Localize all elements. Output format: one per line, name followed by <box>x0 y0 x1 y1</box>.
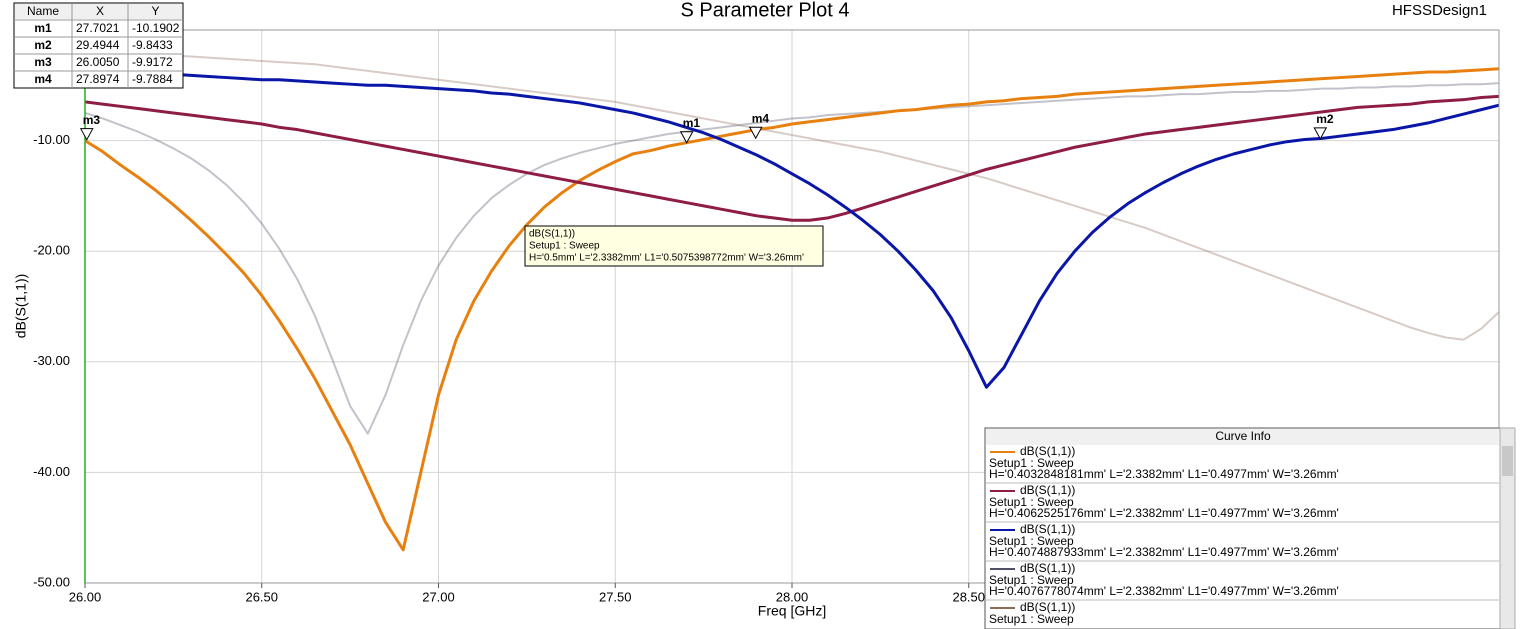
table-cell: 29.4944 <box>76 38 120 52</box>
table-header: Y <box>151 4 159 18</box>
table-cell: -9.7884 <box>132 72 173 86</box>
y-axis-label: dB(S(1,1)) <box>13 274 29 339</box>
series-line <box>85 82 1499 435</box>
legend-setup: Setup1 : Sweep <box>989 534 1074 548</box>
x-tick-label: 27.00 <box>422 589 455 604</box>
legend-params: H='0.4076778074mm' L='2.3382mm' L1='0.49… <box>989 584 1339 598</box>
x-axis-label: Freq [GHz] <box>758 603 826 619</box>
table-cell: -9.8433 <box>132 38 173 52</box>
legend-name: dB(S(1,1)) <box>1020 561 1075 575</box>
table-cell: m2 <box>34 38 52 52</box>
legend-setup: Setup1 : Sweep <box>989 612 1074 626</box>
tick-labels: 26.00 26.50 27.00 27.50 28.00 28.50 -10.00 -20.… <box>33 132 985 604</box>
design-name: HFSSDesign1 <box>1392 2 1487 19</box>
y-tick-label: -50.00 <box>33 574 70 589</box>
table-cell: -9.9172 <box>132 55 173 69</box>
legend-header <box>986 429 1499 445</box>
marker-label: m1 <box>683 116 701 130</box>
legend-params: H='0.4074887933mm' L='2.3382mm' L1='0.49… <box>989 545 1339 559</box>
marker-triangle <box>79 128 94 141</box>
y-tick-label: -10.00 <box>33 132 70 147</box>
scrollbar[interactable] <box>1499 427 1516 629</box>
marker-label: m2 <box>1316 112 1334 126</box>
tooltip-line: dB(S(1,1)) <box>529 229 575 240</box>
scroll-thumb[interactable] <box>1502 446 1513 476</box>
y-tick-label: -40.00 <box>33 464 70 479</box>
table-cell: -10.1902 <box>132 21 180 35</box>
curves <box>85 48 1499 552</box>
table-header: X <box>96 4 104 18</box>
marker-label: m3 <box>83 113 101 127</box>
tooltip-line: Setup1 : Sweep <box>529 241 600 252</box>
legend-box <box>984 427 1501 629</box>
legend-params: H='0.4062525176mm' L='2.3382mm' L1='0.49… <box>989 506 1339 520</box>
table-cell: 27.7021 <box>76 21 120 35</box>
marker-triangle <box>748 126 763 140</box>
tooltip-box <box>524 225 824 267</box>
series-line <box>85 67 1499 552</box>
y-tick-label: -30.00 <box>33 353 70 368</box>
x-tick-label: 27.50 <box>599 589 632 604</box>
series-line <box>85 48 1499 341</box>
table-header: Name <box>27 4 59 18</box>
markers: m1 m2 m3 m4 <box>79 111 1334 144</box>
legend-name: dB(S(1,1)) <box>1020 444 1075 458</box>
marker-triangle <box>1313 127 1328 140</box>
table-header-bg <box>15 4 182 19</box>
series-line <box>85 68 1499 389</box>
tooltip: dB(S(1,1)) Setup1 : Sweep H='0.5mm' L='2… <box>524 225 824 267</box>
table-cell: m1 <box>34 21 52 35</box>
legend-setup: Setup1 : Sweep <box>989 495 1074 509</box>
table-cell: 27.8974 <box>76 72 120 86</box>
marker-table: Name X Ym1 27.7021 -10.1902 m2 29.4944 -9.8433 m… <box>13 2 184 89</box>
series-line <box>85 94 1499 222</box>
x-tick-label: 26.50 <box>245 589 278 604</box>
legend-name: dB(S(1,1)) <box>1020 522 1075 536</box>
table-cell: 26.0050 <box>76 55 120 69</box>
legend-title: Curve Info <box>1215 429 1271 443</box>
marker-label: m4 <box>752 111 770 125</box>
legend-name: dB(S(1,1)) <box>1020 483 1075 497</box>
chart-title: S Parameter Plot 4 <box>681 0 850 21</box>
legend-setup: Setup1 : Sweep <box>989 456 1074 470</box>
y-tick-label: -20.00 <box>33 243 70 258</box>
legend: Curve Info dB(S(1,1))Setup1 : SweepH='0.… <box>984 427 1516 629</box>
x-tick-label: 26.00 <box>69 589 102 604</box>
tooltip-line: H='0.5mm' L='2.3382mm' L1='0.5075398772m… <box>529 253 804 264</box>
x-tick-label: 28.00 <box>776 589 809 604</box>
legend-setup: Setup1 : Sweep <box>989 573 1074 587</box>
table-cell: m4 <box>34 72 52 86</box>
x-tick-label: 28.50 <box>952 589 985 604</box>
table-cell: m3 <box>34 55 52 69</box>
marker-triangle <box>679 131 694 144</box>
legend-name: dB(S(1,1)) <box>1020 600 1075 614</box>
legend-params: H='0.4032848181mm' L='2.3382mm' L1='0.49… <box>989 467 1339 481</box>
